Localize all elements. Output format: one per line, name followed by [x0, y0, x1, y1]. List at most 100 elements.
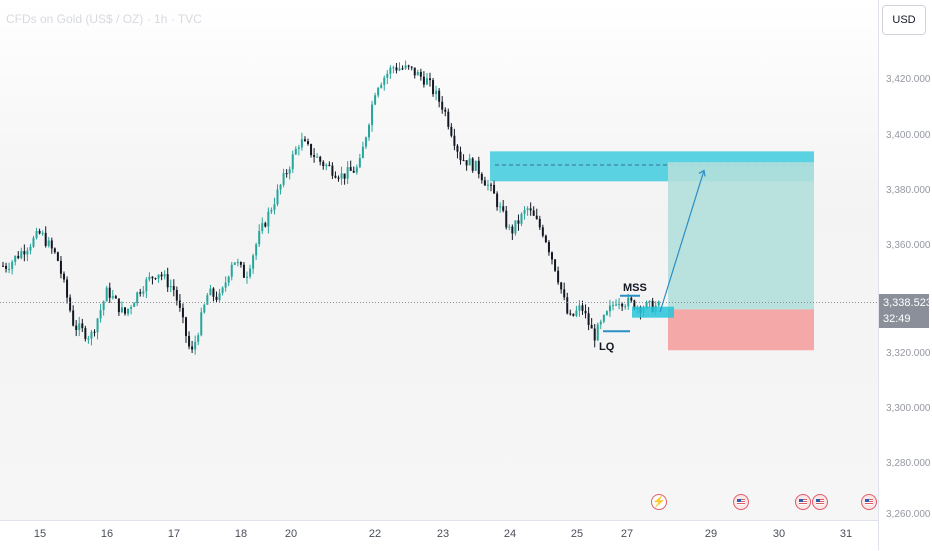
candle: [566, 297, 569, 314]
candle: [270, 209, 273, 212]
candle: [587, 313, 590, 325]
candle: [578, 305, 581, 311]
candle: [517, 220, 520, 224]
candle: [358, 158, 361, 168]
time-tick: 24: [503, 528, 517, 540]
candle: [310, 143, 313, 156]
time-axis[interactable]: [0, 520, 878, 551]
candle: [29, 246, 32, 251]
candle: [618, 303, 621, 305]
time-tick: 23: [436, 528, 450, 540]
us-flag-event-icon[interactable]: [812, 494, 828, 510]
lightning-event-icon[interactable]: ⚡: [651, 494, 667, 510]
candle: [273, 204, 276, 210]
price-tick: 3,360.000: [886, 240, 931, 251]
candle: [200, 312, 203, 336]
candle: [364, 137, 367, 147]
us-flag-event-icon[interactable]: [795, 494, 811, 510]
us-flag-event-icon[interactable]: [733, 494, 749, 510]
candle: [569, 313, 572, 315]
candle: [361, 146, 364, 159]
candle: [575, 310, 578, 316]
candle: [432, 80, 435, 95]
candle: [496, 193, 499, 208]
candle: [395, 67, 398, 71]
candle: [456, 145, 459, 152]
candle: [279, 184, 282, 190]
candle: [572, 313, 575, 316]
candle: [459, 151, 462, 161]
candle: [181, 307, 184, 318]
price-chart[interactable]: [0, 0, 878, 520]
candle: [596, 324, 599, 341]
price-axis[interactable]: [878, 0, 932, 550]
candle: [38, 231, 41, 234]
candle: [14, 255, 17, 262]
candle: [203, 304, 206, 313]
candle: [160, 274, 163, 277]
candle: [547, 242, 550, 253]
candle: [239, 262, 242, 265]
time-tick: 29: [704, 528, 718, 540]
candle: [215, 296, 218, 301]
last-price-value: 3,338.523: [883, 297, 932, 309]
candle: [300, 139, 303, 148]
candle: [490, 184, 492, 186]
symbol-title: CFDs on Gold (US$ / OZ) · 1h · TVC: [6, 12, 202, 26]
candle: [612, 305, 614, 307]
candle: [590, 324, 593, 329]
candle: [621, 303, 624, 307]
candle: [264, 223, 267, 227]
candle: [26, 250, 29, 255]
candle: [282, 173, 285, 185]
arrow-head: [698, 169, 706, 177]
candle: [551, 252, 553, 260]
candle: [316, 156, 319, 158]
candle: [648, 300, 651, 303]
us-flag-event-icon[interactable]: [861, 494, 877, 510]
candle: [435, 90, 438, 95]
candle: [124, 307, 126, 314]
candle: [41, 232, 44, 234]
candle: [20, 251, 23, 259]
time-tick: 31: [839, 528, 853, 540]
candle: [438, 90, 441, 102]
candle: [133, 303, 136, 308]
candle: [346, 167, 349, 179]
time-tick: 20: [284, 528, 298, 540]
price-tick: 3,320.000: [886, 348, 931, 359]
candle: [166, 274, 169, 288]
candle: [81, 323, 84, 329]
candle: [374, 95, 377, 105]
candle: [194, 341, 197, 350]
price-tick: 3,380.000: [886, 185, 931, 196]
candle: [429, 78, 431, 81]
time-tick: 15: [33, 528, 47, 540]
candle: [624, 306, 627, 308]
candle: [535, 215, 538, 219]
candle: [645, 302, 648, 309]
candle: [368, 125, 370, 138]
candle: [615, 304, 618, 306]
candle: [401, 68, 404, 70]
candle: [581, 305, 584, 311]
time-tick: 30: [772, 528, 786, 540]
candle: [453, 135, 456, 146]
currency-button[interactable]: USD: [882, 5, 926, 35]
candle: [242, 264, 245, 278]
candle: [157, 274, 160, 279]
mss-label: MSS: [623, 282, 647, 294]
candle: [90, 331, 93, 339]
chart-area[interactable]: CFDs on Gold (US$ / OZ) · 1h · TVC MSS L…: [0, 0, 878, 520]
candle: [267, 211, 270, 227]
candle: [294, 148, 297, 155]
candle: [93, 331, 96, 333]
candle: [465, 160, 468, 166]
candle: [380, 84, 383, 88]
candle: [447, 111, 450, 127]
candle: [584, 310, 587, 314]
candle: [75, 325, 78, 330]
candle: [544, 235, 547, 243]
candle: [493, 184, 496, 194]
candle: [554, 259, 557, 271]
